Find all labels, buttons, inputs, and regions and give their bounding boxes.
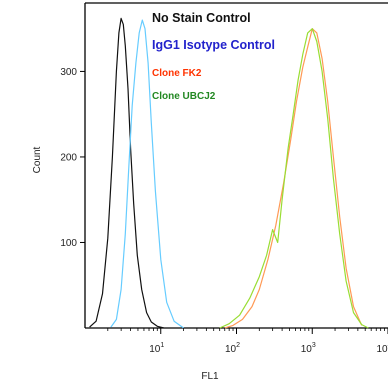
series-line-3 — [219, 28, 369, 329]
series-line-2 — [224, 28, 363, 329]
legend-entry-3: Clone UBCJ2 — [152, 91, 216, 102]
series-line-1 — [110, 19, 184, 329]
x-tick-label-0: 101 — [149, 342, 164, 355]
x-tick-label-3: 104 — [376, 342, 388, 355]
x-tick-label-1: 102 — [225, 342, 240, 355]
y-tick-label-2: 300 — [60, 67, 77, 78]
legend-entry-1: IgG1 Isotype Control — [152, 38, 275, 52]
x-tick-label-2: 103 — [301, 342, 316, 355]
legend-entry-2: Clone FK2 — [152, 68, 202, 79]
y-axis-label: Count — [32, 146, 43, 173]
x-axis-label: FL1 — [201, 371, 219, 382]
y-tick-label-1: 200 — [60, 152, 77, 163]
legend-entry-0: No Stain Control — [152, 11, 251, 25]
series-line-0 — [89, 17, 165, 329]
y-tick-label-0: 100 — [60, 238, 77, 249]
